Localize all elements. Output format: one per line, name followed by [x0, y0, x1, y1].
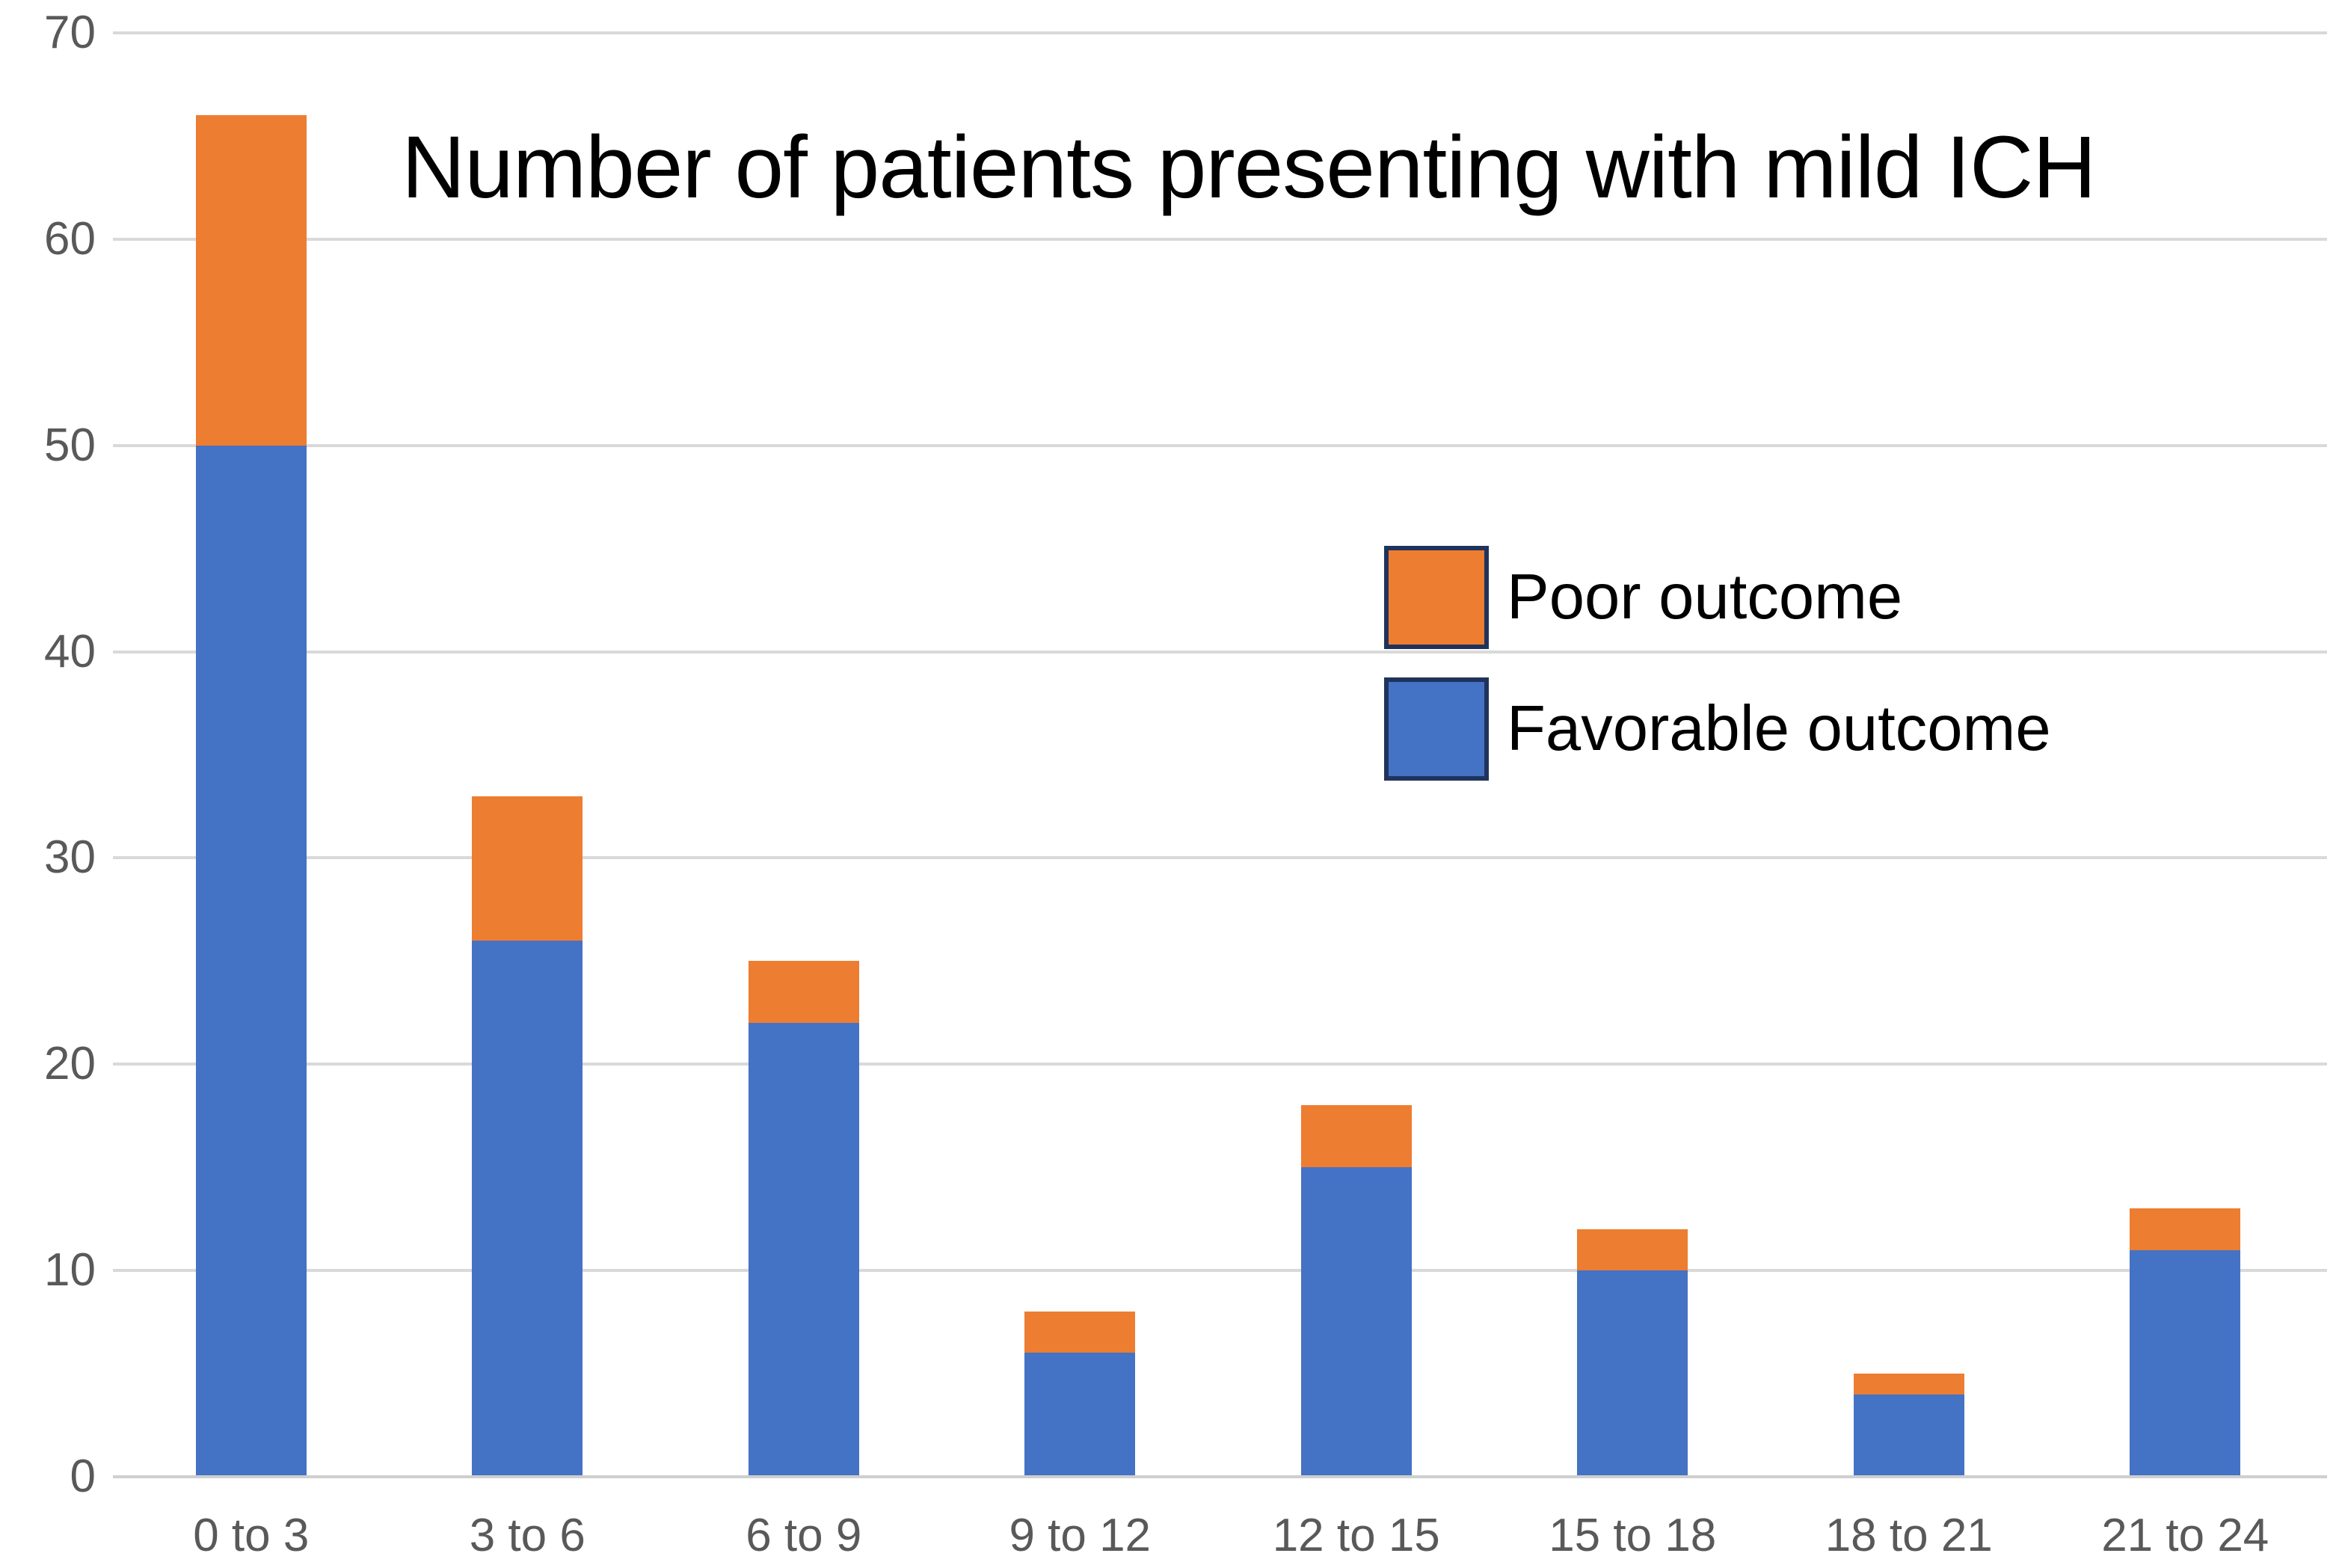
bar-segment-favorable-outcome-18-to-21[interactable] [1853, 1394, 1964, 1477]
y-axis-tick-label-50: 50 [44, 419, 96, 471]
bar-segment-poor-outcome-18-to-21[interactable] [1853, 1374, 1964, 1395]
legend: Poor outcome Favorable outcome [1384, 546, 2051, 781]
bar-segment-poor-outcome-0-to-3[interactable] [195, 115, 307, 446]
favorable-outcome-swatch-icon [1384, 677, 1489, 781]
bar-segment-favorable-outcome-9-to-12[interactable] [1024, 1353, 1136, 1477]
y-axis-tick-label-60: 60 [44, 212, 96, 265]
legend-label-favorable-outcome: Favorable outcome [1507, 693, 2051, 764]
y-axis-tick-label-20: 20 [44, 1038, 96, 1090]
bar-segment-poor-outcome-3-to-6[interactable] [472, 796, 583, 941]
x-axis-label-12-to-15: 12 to 15 [1272, 1510, 1440, 1561]
legend-label-poor-outcome: Poor outcome [1507, 562, 1903, 633]
bar-segment-poor-outcome-12-to-15[interactable] [1300, 1105, 1412, 1168]
bar-segment-poor-outcome-15-to-18[interactable] [1577, 1229, 1688, 1271]
y-axis-tick-label-0: 0 [70, 1451, 96, 1502]
gridline-20 [113, 1063, 2327, 1066]
x-axis-label-15-to-18: 15 to 18 [1549, 1510, 1717, 1561]
gridline-30 [113, 856, 2327, 860]
y-axis-tick-label-70: 70 [44, 7, 96, 58]
legend-item-favorable-outcome[interactable]: Favorable outcome [1384, 677, 2051, 781]
gridline-60 [113, 237, 2327, 241]
poor-outcome-swatch-icon [1384, 546, 1489, 649]
gridline-10 [113, 1269, 2327, 1273]
bar-segment-poor-outcome-9-to-12[interactable] [1024, 1312, 1136, 1353]
bar-segment-poor-outcome-21-to-24[interactable] [2130, 1208, 2241, 1250]
bar-segment-favorable-outcome-21-to-24[interactable] [2130, 1249, 2241, 1477]
bar-segment-favorable-outcome-15-to-18[interactable] [1577, 1270, 1688, 1477]
gridline-40 [113, 650, 2327, 654]
bar-segment-poor-outcome-6-to-9[interactable] [748, 961, 859, 1024]
x-axis-label-18-to-21: 18 to 21 [1825, 1510, 1993, 1561]
chart-title: Number of patients presenting with mild … [402, 118, 2097, 217]
x-axis-label-6-to-9: 6 to 9 [746, 1510, 862, 1561]
gridline-70 [113, 31, 2327, 34]
bar-segment-favorable-outcome-6-to-9[interactable] [748, 1023, 859, 1477]
gridline-50 [113, 443, 2327, 447]
y-axis-tick-label-10: 10 [44, 1244, 96, 1297]
bar-segment-favorable-outcome-3-to-6[interactable] [472, 940, 583, 1477]
y-axis-tick-label-40: 40 [44, 625, 96, 677]
bar-segment-favorable-outcome-12-to-15[interactable] [1300, 1167, 1412, 1477]
x-axis-label-9-to-12: 9 to 12 [1009, 1510, 1152, 1561]
x-axis-label-0-to-3: 0 to 3 [193, 1510, 310, 1561]
x-axis-label-21-to-24: 21 to 24 [2101, 1510, 2269, 1561]
x-axis-label-3-to-6: 3 to 6 [469, 1510, 585, 1561]
bar-segment-favorable-outcome-0-to-3[interactable] [195, 445, 307, 1477]
legend-item-poor-outcome[interactable]: Poor outcome [1384, 546, 2051, 649]
x-axis-baseline [113, 1475, 2327, 1478]
y-axis-tick-label-30: 30 [44, 831, 96, 884]
